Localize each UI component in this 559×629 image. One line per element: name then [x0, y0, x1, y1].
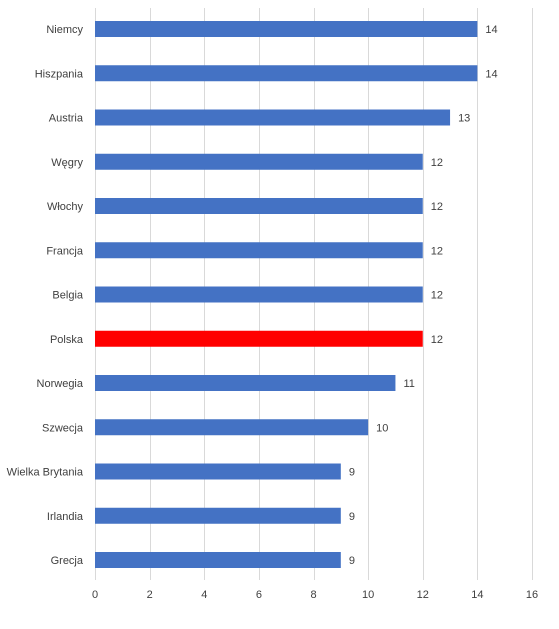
- x-tick-label: 10: [362, 589, 374, 601]
- category-label: Irlandia: [47, 511, 84, 523]
- category-label: Norwegia: [37, 378, 84, 390]
- data-label: 14: [485, 24, 497, 36]
- category-label: Węgry: [51, 157, 83, 169]
- x-tick-label: 12: [417, 589, 429, 601]
- bar: [95, 552, 341, 568]
- category-label: Szwecja: [42, 422, 84, 434]
- data-label: 13: [458, 113, 470, 125]
- category-label: Włochy: [47, 201, 84, 213]
- category-label: Austria: [49, 113, 84, 125]
- category-label: Belgia: [52, 290, 83, 302]
- bar: [95, 507, 341, 524]
- data-label: 12: [431, 334, 443, 346]
- category-label: Hiszpania: [35, 68, 84, 80]
- x-tick-label: 8: [310, 589, 316, 601]
- bar: [95, 153, 423, 170]
- bar-highlighted: [95, 330, 423, 347]
- category-label: Grecja: [51, 555, 84, 567]
- category-label: Polska: [50, 334, 84, 346]
- bar: [95, 242, 423, 259]
- x-tick-label: 16: [526, 589, 538, 601]
- bar: [95, 286, 423, 303]
- data-label: 10: [376, 422, 388, 434]
- bars: [95, 21, 478, 568]
- category-label: Francja: [46, 245, 84, 257]
- data-label: 12: [431, 201, 443, 213]
- data-label: 12: [431, 245, 443, 257]
- labels: 0 2 4 6 8 10 12 14 16 Niemcy 14 Hiszpania 14 Austria 1…: [7, 24, 539, 601]
- data-label: 9: [349, 555, 355, 567]
- data-label: 12: [431, 290, 443, 302]
- bar: [95, 375, 396, 391]
- x-tick-label: 4: [201, 589, 207, 601]
- bar: [95, 65, 478, 82]
- x-tick-label: 14: [471, 589, 483, 601]
- data-label: 14: [485, 68, 497, 80]
- bar: [95, 21, 478, 37]
- data-label: 11: [403, 378, 414, 390]
- bar: [95, 463, 341, 480]
- category-label: Niemcy: [46, 24, 83, 36]
- x-tick-label: 0: [92, 589, 98, 601]
- x-tick-label: 6: [256, 589, 262, 601]
- data-label: 9: [349, 467, 355, 479]
- bar: [95, 419, 369, 436]
- category-label: Wielka Brytania: [7, 467, 84, 479]
- bar: [95, 109, 451, 126]
- x-tick-label: 2: [147, 589, 153, 601]
- data-label: 9: [349, 511, 355, 523]
- bar: [95, 198, 423, 214]
- data-label: 12: [431, 157, 443, 169]
